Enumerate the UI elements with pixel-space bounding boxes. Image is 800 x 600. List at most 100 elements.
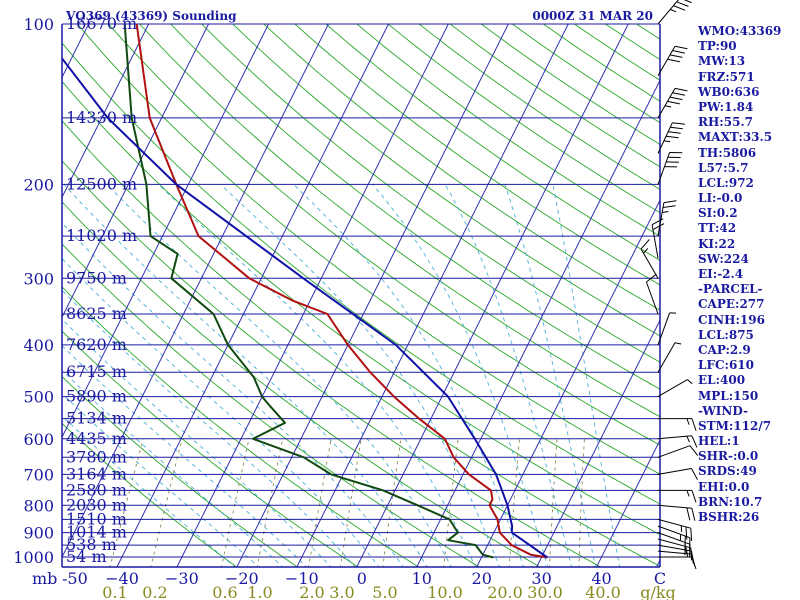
barb-flag [669,54,683,58]
moist-adiabat [62,318,332,567]
barb-flag [670,126,683,130]
mixing-ratio-label: 20.0 [487,583,523,600]
mixing-ratio-line [150,438,183,567]
barb-flag [652,223,665,231]
barb-flag [690,528,693,541]
barb-flag [686,507,691,521]
barb-flag [669,96,683,101]
barb-half-flag [686,418,690,425]
index-row: BRN:10.7 [698,494,763,509]
height-label: 6715 m [66,362,127,381]
temp-tick-label: -50 [62,569,88,588]
mixing-ratio-label: 0.6 [212,583,237,600]
pressure-tick-label: 1000 [13,548,54,567]
barb-flag [672,50,686,54]
pressure-tick-label: 300 [23,269,54,288]
barb-half-flag [686,436,690,443]
barb-flag [674,87,688,92]
dry-adiabat [62,120,660,567]
index-row: EL:400 [698,373,746,388]
height-label: 1014 m [66,523,127,542]
height-label: 1510 m [66,509,127,528]
barb-shaft [657,312,671,346]
isotherm [236,24,509,567]
index-row: KI:22 [698,236,736,251]
height-label: 7620 m [66,335,127,354]
barb-flag [690,547,693,561]
barb-flag [691,508,696,521]
dry-adiabat [62,42,660,505]
wind-barb [657,0,692,25]
wind-barb [657,435,698,448]
barb-shaft [657,202,665,237]
barb-flag [676,1,689,7]
barb-shaft [657,88,676,119]
isotherm [536,319,660,567]
wind-barb [657,379,693,398]
index-row: TT:42 [698,221,737,236]
wind-barbs [640,0,699,570]
barb-half-flag [670,8,677,13]
moist-adiabat [62,415,236,567]
barb-shaft [657,504,692,509]
index-row: CAP:2.9 [698,342,751,357]
height-label: 9750 m [66,268,127,287]
dry-adiabat [232,24,660,337]
wind-barb [657,312,677,346]
barb-flag [672,122,685,125]
mixing-ratio-line [382,438,402,567]
barb-shaft [640,248,659,279]
index-row: L57:5.7 [698,160,749,175]
temp-tick-label: −30 [165,569,199,588]
mixing-ratio-unit: g/kg [640,583,676,600]
dry-adiabat [325,24,660,261]
barb-flag [691,435,698,448]
temperature-line [135,24,548,559]
wind-barb [658,418,697,431]
dry-adiabat [294,24,660,286]
moist-adiabat [372,184,549,567]
moist-adiabat [62,257,380,567]
barb-flag [685,526,688,540]
barb-flag [668,131,681,134]
moist-adiabat [62,345,308,567]
temp-tick-label: 10 [412,569,432,588]
moist-adiabat [552,184,621,567]
height-label: 11020 m [66,226,137,245]
index-row: RH:55.7 [698,115,753,130]
isotherm [356,24,629,567]
mixing-ratio-label: 40.0 [585,583,621,600]
pressure-tick-label: 900 [23,524,54,543]
wind-barb [657,152,683,185]
dry-adiabat [62,286,420,567]
barb-flag [674,45,688,50]
mixing-ratio-line [221,438,250,567]
index-row: FRZ:571 [698,69,755,84]
dry-adiabat [76,24,660,475]
barb-half-flag [663,140,671,143]
barb-shaft [657,468,692,475]
pressure-tick-label: 600 [23,430,54,449]
barb-flag [667,100,680,105]
index-row: WMO:43369 [698,24,782,38]
index-row: SHR-:0.0 [698,449,759,464]
height-label: 4435 m [66,429,127,448]
wind-barb [657,200,677,237]
height-label: 16670 m [66,14,137,33]
wind-barb [657,468,698,480]
moist-adiabat [62,369,284,567]
index-row: MW:13 [698,54,746,69]
index-row: CAPE:277 [698,297,765,312]
index-row: SW:224 [698,251,749,266]
barb-flag [683,0,692,4]
mixing-ratio-line [340,438,362,567]
barb-shaft [657,532,691,545]
dry-adiabat [62,160,602,567]
moist-adiabat [63,184,428,567]
pressure-tick-label: 200 [23,175,54,194]
barb-flag [691,490,697,503]
wind-barb [657,445,699,458]
dewpoint-line [123,24,494,559]
